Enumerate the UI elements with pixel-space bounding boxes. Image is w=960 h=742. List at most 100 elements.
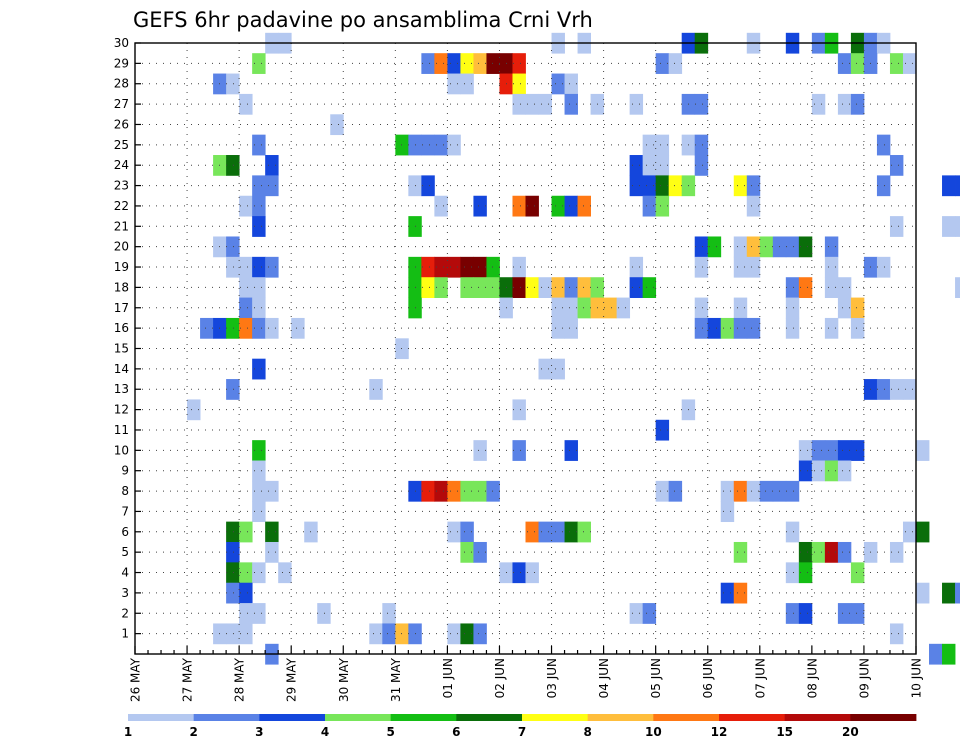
heatmap-cell	[265, 256, 279, 278]
heatmap-cell	[200, 317, 214, 339]
heatmap-cell	[824, 440, 839, 461]
heatmap-cell	[655, 419, 670, 441]
heatmap-cell	[395, 623, 409, 645]
heatmap-cell	[850, 317, 865, 339]
heatmap-cell	[421, 277, 435, 298]
heatmap-cell	[733, 256, 748, 278]
y-axis-ticks: 1234567891011121314151617181920212223242…	[114, 36, 141, 641]
heatmap-cell	[447, 480, 461, 502]
heatmap-cell	[551, 195, 565, 217]
heatmap-cell	[252, 53, 266, 74]
heatmap-cell	[785, 297, 800, 319]
heatmap-cell	[733, 317, 748, 339]
y-tick-label: 26	[114, 117, 129, 131]
legend-label: 10	[645, 725, 662, 739]
heatmap-cell	[460, 73, 474, 95]
heatmap-cell	[629, 155, 644, 176]
heatmap-cell	[239, 562, 253, 584]
heatmap-cell	[655, 480, 670, 502]
heatmap-cell	[460, 256, 474, 278]
heatmap-cell	[889, 53, 904, 74]
heatmap-cell	[942, 216, 956, 237]
heatmap-cell	[330, 114, 344, 136]
heatmap-cell	[720, 501, 735, 523]
heatmap-cell	[916, 582, 930, 604]
legend-swatch	[784, 714, 851, 721]
heatmap-cell	[538, 521, 552, 543]
legend-label: 1	[124, 725, 132, 739]
heatmap-cell	[564, 73, 578, 95]
heatmap-cell	[655, 155, 670, 176]
heatmap-cell	[876, 379, 891, 400]
heatmap-cell	[512, 195, 526, 217]
heatmap-cell	[889, 623, 904, 645]
heatmap-cell	[733, 236, 748, 258]
heatmap-cell	[239, 297, 253, 319]
heatmap-cell	[473, 440, 487, 461]
heatmap-cell	[525, 93, 539, 115]
legend-label: 2	[189, 725, 197, 739]
heatmap-cell	[629, 175, 644, 197]
heatmap-cell	[733, 297, 748, 319]
heatmap-cell	[902, 53, 917, 74]
heatmap-cell	[694, 297, 709, 319]
y-tick-label: 8	[121, 484, 129, 498]
heatmap-cell	[525, 277, 539, 298]
heatmap-cell	[369, 379, 383, 400]
y-tick-label: 30	[114, 36, 129, 50]
heatmap-cell	[551, 317, 565, 339]
heatmap-cell	[512, 93, 526, 115]
heatmap-cell	[473, 256, 487, 278]
heatmap-cell	[265, 480, 279, 502]
heatmap-cell	[512, 73, 526, 95]
heatmap-cell	[421, 480, 435, 502]
heatmap-cell	[798, 236, 813, 258]
heatmap-cell	[291, 317, 305, 339]
x-tick-label: 28 MAY	[233, 657, 247, 702]
y-tick-label: 7	[121, 504, 129, 518]
heatmap-cell	[850, 93, 865, 115]
heatmap-cell	[603, 297, 618, 319]
heatmap-cell	[798, 562, 813, 584]
heatmap-cell	[942, 643, 956, 665]
legend-swatch	[325, 714, 392, 721]
x-tick-label: 08 JUN	[805, 658, 819, 698]
heatmap-cell	[824, 277, 839, 298]
heatmap-cell	[252, 317, 266, 339]
heatmap-cell	[226, 256, 240, 278]
heatmap-cell	[434, 134, 448, 156]
heatmap-cell	[252, 358, 266, 380]
heatmap-cell	[785, 603, 800, 624]
heatmap-cell	[642, 175, 657, 197]
heatmap-cell	[369, 623, 383, 645]
heatmap-cell	[746, 236, 761, 258]
heatmap-cell	[187, 399, 201, 421]
heatmap-cell	[252, 480, 266, 502]
y-tick-label: 12	[114, 403, 129, 417]
heatmap-cell	[226, 379, 240, 400]
heatmap-cell	[850, 562, 865, 584]
heatmap-cells	[187, 32, 960, 665]
legend-swatch	[850, 714, 917, 721]
legend-label: 20	[842, 725, 859, 739]
legend-label: 5	[386, 725, 394, 739]
x-tick-label: 27 MAY	[181, 657, 195, 702]
heatmap-cell	[538, 93, 552, 115]
y-tick-label: 17	[114, 301, 129, 315]
x-tick-label: 09 JUN	[857, 658, 871, 698]
heatmap-cell	[824, 256, 839, 278]
heatmap-cell	[785, 277, 800, 298]
y-tick-label: 19	[114, 260, 129, 274]
y-tick-label: 3	[121, 586, 129, 600]
heatmap-cell	[629, 277, 644, 298]
y-tick-label: 28	[114, 77, 129, 91]
x-tick-label: 06 JUN	[701, 658, 715, 698]
legend-swatch	[259, 714, 326, 721]
x-tick-label: 02 JUN	[493, 658, 507, 698]
y-tick-label: 6	[121, 525, 129, 539]
heatmap-cell	[785, 480, 800, 502]
x-axis-ticks: 26 MAY 27 MAY 28 MAY 29 MAY 30 MAY 31 MAY 01 J…	[129, 646, 924, 702]
heatmap-cell	[902, 379, 917, 400]
heatmap-cell	[252, 603, 266, 624]
heatmap-cell	[395, 338, 409, 360]
